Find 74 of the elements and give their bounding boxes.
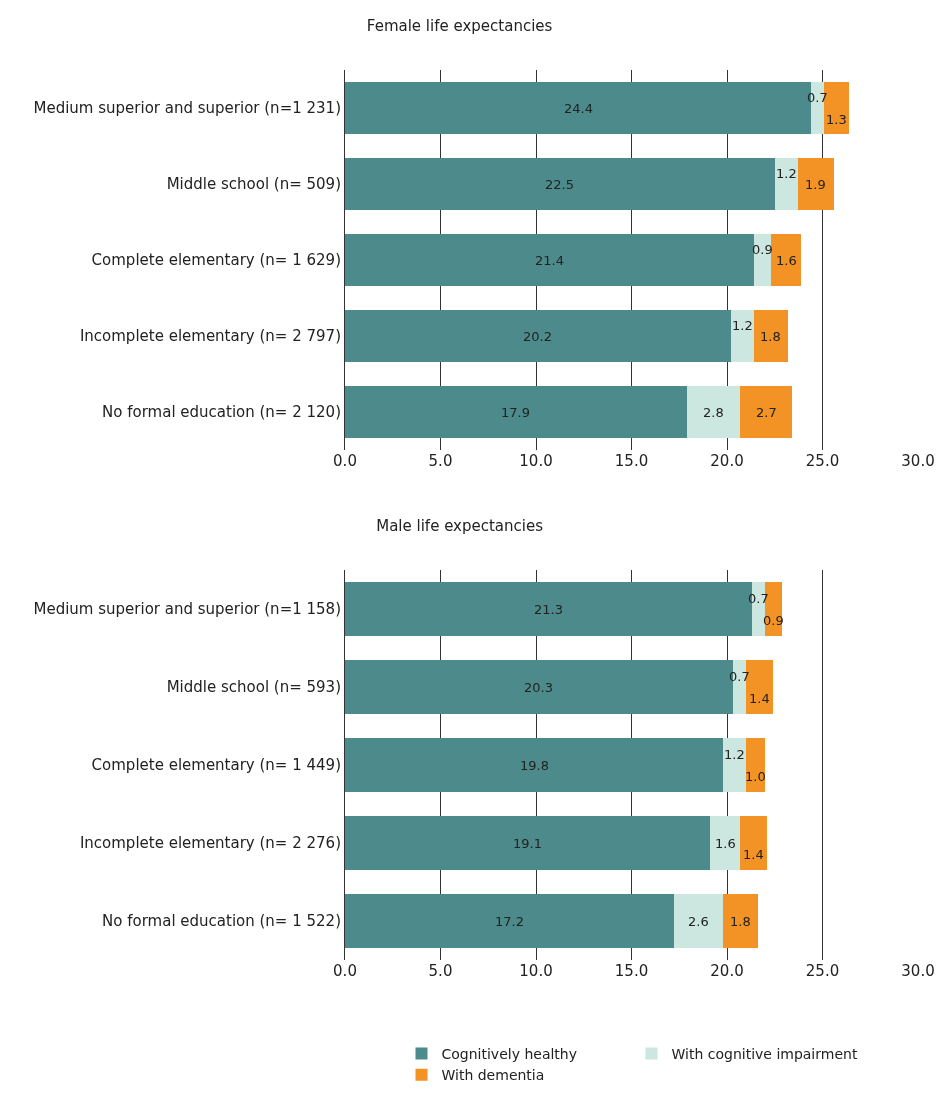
x-tick-label: 5.0 [428, 962, 453, 980]
y-tick-label: Complete elementary (n= 1 449) [91, 756, 341, 775]
bar [753, 310, 789, 362]
data-label: 22.5 [545, 177, 574, 192]
bar [723, 738, 747, 792]
chart-title: Male life expectancies [376, 516, 544, 535]
x-tick-label: 25.0 [805, 962, 840, 980]
x-tick-label: 15.0 [614, 452, 649, 470]
x-tick-label: 20.0 [710, 452, 744, 470]
data-label: 1.8 [760, 329, 781, 344]
bar [345, 816, 710, 870]
x-tick-label: 10.0 [519, 962, 553, 980]
x-tick-label: 10.0 [519, 452, 553, 470]
chart-title: Female life expectancies [366, 16, 553, 35]
data-label: 2.8 [703, 405, 724, 420]
data-label: 20.2 [523, 329, 552, 344]
y-tick-label: No formal education (n= 2 120) [102, 403, 341, 422]
data-label: 1.2 [732, 318, 753, 333]
y-tick-label: Medium superior and superior (n=1 158) [33, 600, 341, 619]
bar [774, 158, 798, 210]
data-label: 19.8 [520, 758, 549, 773]
y-tick-label: Incomplete elementary (n= 2 797) [79, 327, 341, 346]
x-tick-label: 20.0 [710, 962, 744, 980]
data-label: 24.4 [564, 101, 593, 116]
data-label: 1.6 [776, 253, 797, 268]
bar [770, 234, 802, 286]
bar [723, 894, 758, 948]
x-tick-label: 30.0 [901, 962, 935, 980]
x-tick-label: 25.0 [805, 452, 840, 470]
bar [345, 386, 687, 438]
bar [345, 158, 775, 210]
x-tick-label: 5.0 [428, 452, 453, 470]
y-tick-label: Middle school (n= 593) [166, 678, 341, 697]
data-label: 1.4 [749, 691, 770, 706]
data-label: 1.4 [743, 847, 764, 862]
data-label: 1.6 [715, 836, 736, 851]
bar [686, 386, 741, 438]
data-label: 19.1 [513, 836, 542, 851]
data-label: 1.8 [730, 914, 751, 929]
x-tick-label: 0.0 [333, 452, 357, 470]
y-tick-label: Complete elementary (n= 1 629) [91, 251, 341, 270]
y-tick-label: Incomplete elementary (n= 2 276) [79, 834, 341, 853]
data-label: 21.4 [535, 253, 564, 268]
y-tick-label: Middle school (n= 509) [166, 175, 341, 194]
bar [345, 738, 724, 792]
data-label: 21.3 [534, 602, 563, 617]
data-label: 2.7 [756, 405, 777, 420]
data-label: 20.3 [524, 680, 553, 695]
data-label: 17.9 [501, 405, 530, 420]
y-tick-label: Medium superior and superior (n=1 231) [33, 99, 341, 118]
x-tick-label: 0.0 [333, 962, 357, 980]
data-label: 1.3 [826, 112, 847, 127]
bar [709, 816, 741, 870]
bar [740, 816, 768, 870]
legend-label: Cognitively healthy [441, 1046, 577, 1063]
y-tick-label: No formal education (n= 1 522) [102, 912, 341, 931]
legend-label: With cognitive impairment [671, 1046, 858, 1063]
legend-label: With dementia [441, 1067, 545, 1084]
bar [797, 158, 834, 210]
bar [746, 738, 766, 792]
data-label: 1.2 [724, 747, 745, 762]
data-label: 2.6 [688, 914, 709, 929]
bar [730, 310, 754, 362]
bar [345, 894, 674, 948]
bar [345, 234, 754, 286]
data-label: 1.2 [776, 166, 797, 181]
x-tick-label: 30.0 [901, 452, 935, 470]
x-tick-label: 15.0 [614, 962, 649, 980]
bar [345, 310, 731, 362]
data-label: 17.2 [495, 914, 524, 929]
bar [673, 894, 724, 948]
data-label: 1.0 [745, 769, 766, 784]
bar [740, 386, 792, 438]
data-label: 1.9 [805, 177, 826, 192]
